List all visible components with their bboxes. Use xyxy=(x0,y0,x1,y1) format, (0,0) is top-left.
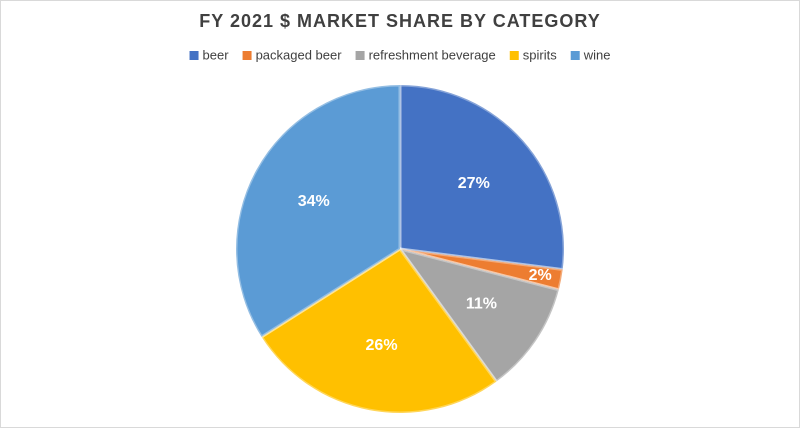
legend-swatch xyxy=(570,51,580,60)
data-label: 34% xyxy=(298,193,330,210)
data-label: 2% xyxy=(529,267,552,284)
legend-label: spirits xyxy=(523,47,557,62)
legend-swatch xyxy=(355,51,365,60)
data-label: 26% xyxy=(366,337,398,354)
pie-slice xyxy=(399,247,565,292)
legend-swatch xyxy=(189,51,199,60)
chart-title: FY 2021 $ MARKET SHARE BY CATEGORY xyxy=(199,11,600,31)
data-label: 11% xyxy=(466,296,497,313)
pie-slice xyxy=(398,83,566,272)
legend-label: wine xyxy=(583,47,611,62)
pie-slice xyxy=(396,246,561,384)
data-label: 27% xyxy=(458,175,490,192)
pie-slice xyxy=(259,246,499,415)
pie-slice xyxy=(234,83,402,339)
legend-swatch xyxy=(242,51,252,60)
legend-label: beer xyxy=(203,47,230,62)
legend-label: packaged beer xyxy=(256,47,343,62)
legend-swatch xyxy=(509,51,519,60)
legend-label: refreshment beverage xyxy=(369,47,496,62)
